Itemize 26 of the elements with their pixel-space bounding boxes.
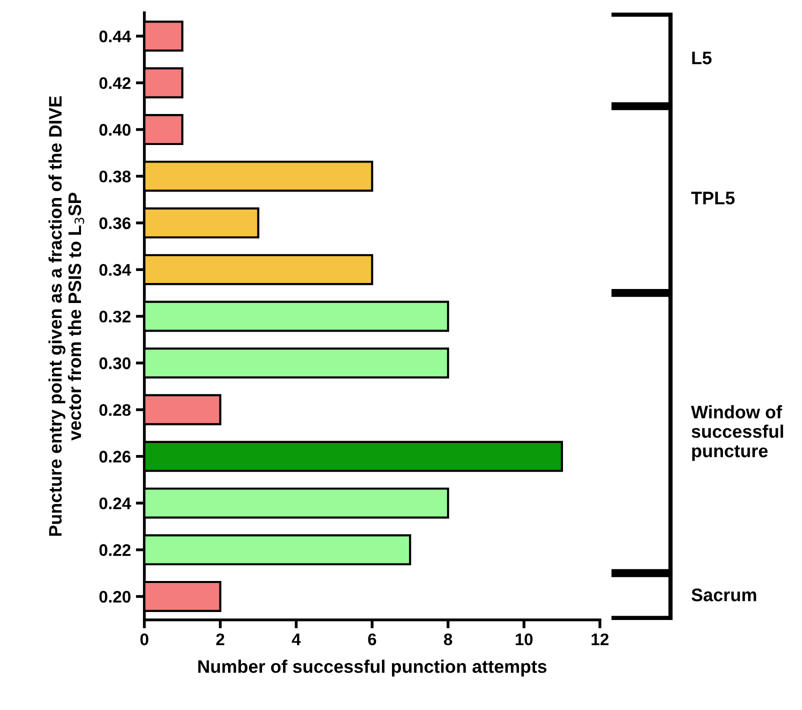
x-tick-label: 0 (140, 633, 148, 646)
y-axis-title: Puncture entry point given as a fraction of the DIVE vector from the PSIS to L$_{3}$SP (48, 96, 84, 536)
y-tick-label: 0.34 (99, 264, 132, 276)
x-tick-label: 8 (444, 633, 452, 646)
y-tick-label: 0.22 (99, 544, 130, 556)
x-tick-label: 4 (292, 634, 301, 646)
x-tick-label: 6 (368, 633, 376, 646)
y-tick-label: 0.32 (99, 310, 130, 323)
y-tick-label: 0.20 (99, 590, 130, 603)
y-tick-label: 0.42 (99, 77, 130, 90)
y-tick-label: 0.26 (99, 450, 131, 463)
y-tick-label: 0.40 (99, 124, 130, 136)
y-tick-label: 0.24 (99, 497, 132, 510)
text: TPL5 (691, 192, 735, 204)
text: Window of successful puncture (691, 405, 784, 461)
x-tick-label: 2 (216, 633, 224, 646)
text: Sacrum (692, 588, 756, 602)
x-tick-label: 10 (516, 633, 533, 646)
y-tick-label: 0.44 (99, 30, 132, 42)
text: L5 (692, 52, 712, 64)
y-tick-label: 0.36 (99, 217, 131, 230)
y-tick-label: 0.30 (99, 357, 130, 370)
y-tick-label: 0.28 (99, 404, 131, 416)
x-axis-title: Number of successful punction attempts (198, 660, 546, 677)
x-tick-label: 12 (592, 633, 608, 646)
y-tick-label: 0.38 (99, 170, 131, 182)
